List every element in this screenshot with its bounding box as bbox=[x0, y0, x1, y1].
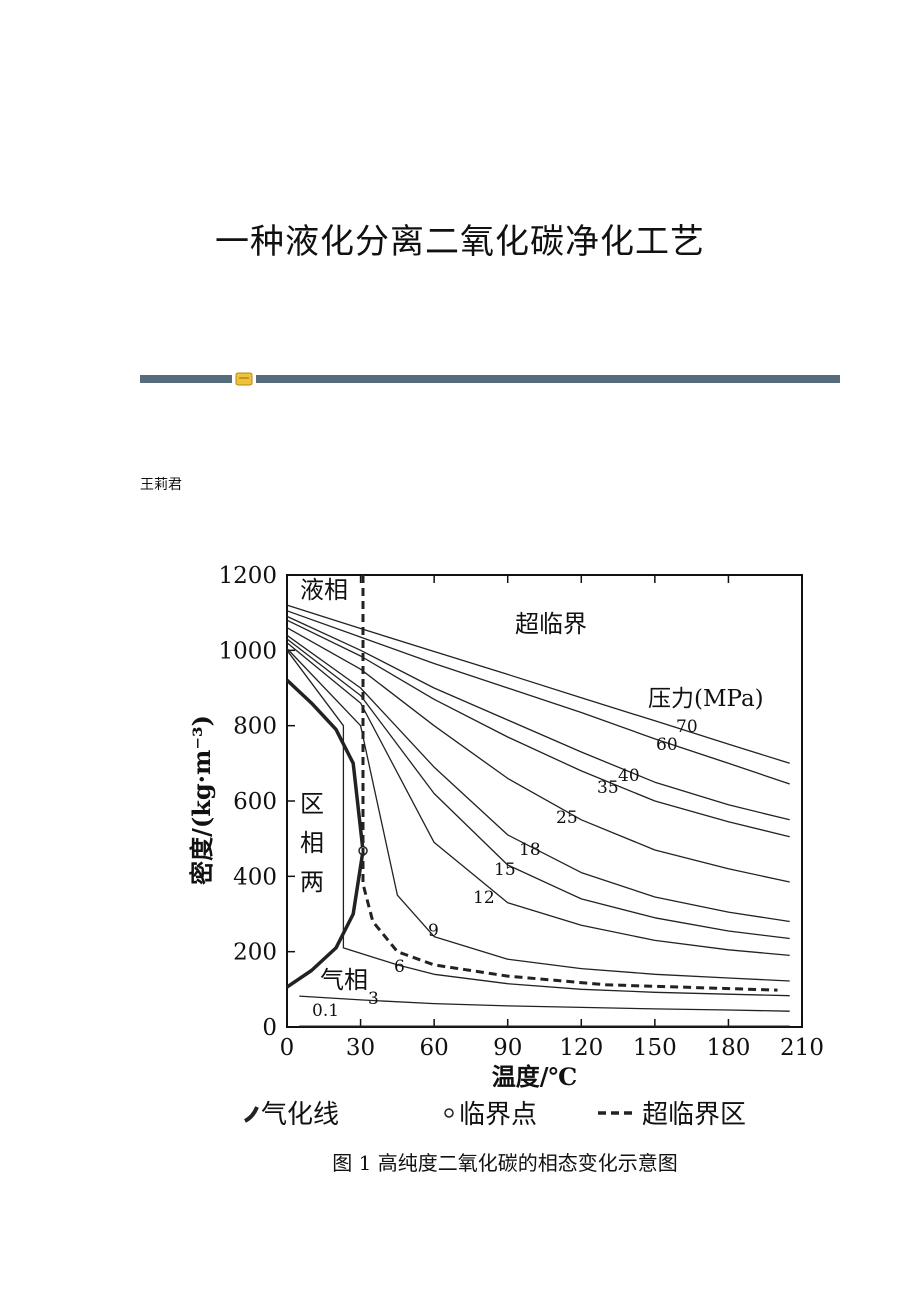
title: 一种液化分离二氧化碳净化工艺 bbox=[215, 222, 705, 262]
y-axis-label: 密度/(kg·m⁻³) bbox=[187, 715, 216, 885]
y-tick-label: 200 bbox=[233, 940, 277, 966]
supercritical-line bbox=[361, 575, 778, 992]
legend-label: 临界点 bbox=[459, 1100, 537, 1130]
isobar bbox=[286, 634, 790, 923]
x-tick-label: 150 bbox=[633, 1035, 677, 1061]
legend-swatch bbox=[244, 1106, 259, 1123]
y-tick-label: 1200 bbox=[218, 563, 277, 589]
isobar-label: 12 bbox=[473, 888, 495, 908]
y-tick-label: 800 bbox=[233, 714, 277, 740]
annotation: 压力(MPa) bbox=[648, 686, 764, 712]
plot-frame bbox=[286, 574, 803, 1028]
divider-right bbox=[256, 375, 840, 383]
isobar-label: 60 bbox=[656, 735, 678, 755]
isobar bbox=[286, 619, 790, 838]
y-tick-label: 400 bbox=[233, 864, 277, 890]
isobar-label: 25 bbox=[556, 808, 578, 828]
isobar-label: 40 bbox=[618, 766, 640, 786]
annotation: 区 bbox=[300, 790, 324, 818]
y-tick-label: 0 bbox=[262, 1015, 277, 1041]
isobar-label: 3 bbox=[368, 989, 379, 1009]
x-tick-label: 120 bbox=[559, 1035, 603, 1061]
caption: 图 1 高纯度二氧化碳的相态变化示意图 bbox=[332, 1151, 677, 1175]
x-tick-label: 180 bbox=[706, 1035, 750, 1061]
vaporization-line bbox=[285, 678, 365, 989]
annotation: 液相 bbox=[300, 576, 348, 604]
isobar-label: 9 bbox=[428, 921, 439, 941]
isobar bbox=[286, 610, 790, 785]
isobar-label: 0.1 bbox=[312, 1001, 339, 1021]
x-tick-label: 30 bbox=[346, 1035, 375, 1061]
isobar bbox=[286, 615, 790, 821]
isobar-label: 18 bbox=[519, 840, 541, 860]
isobar bbox=[286, 638, 790, 940]
divider-icon bbox=[235, 372, 253, 386]
isobar bbox=[286, 627, 790, 883]
x-tick-label: 60 bbox=[420, 1035, 449, 1061]
legend-swatch bbox=[444, 1108, 454, 1118]
isobar bbox=[286, 648, 790, 982]
x-axis-label: 温度/℃ bbox=[492, 1062, 578, 1091]
isobar bbox=[286, 604, 790, 764]
isobar-label: 70 bbox=[676, 717, 698, 737]
divider-left bbox=[140, 375, 232, 383]
critical-point bbox=[358, 845, 368, 856]
isobar-label: 35 bbox=[597, 778, 619, 798]
x-tick-label: 210 bbox=[780, 1035, 824, 1061]
y-tick-label: 600 bbox=[233, 789, 277, 815]
isobar-label: 6 bbox=[394, 957, 405, 977]
author: 王莉君 bbox=[140, 477, 182, 493]
annotation: 超临界 bbox=[515, 610, 587, 638]
divider bbox=[140, 372, 840, 386]
isobar bbox=[299, 995, 790, 1012]
legend-label: 气化线 bbox=[261, 1100, 339, 1130]
isobar-label: 15 bbox=[494, 860, 516, 880]
annotation: 气相 bbox=[320, 966, 368, 994]
isobar bbox=[286, 642, 790, 957]
annotation: 两 bbox=[300, 868, 324, 896]
annotation: 相 bbox=[300, 829, 324, 857]
isobar bbox=[286, 649, 790, 997]
x-tick-label: 0 bbox=[280, 1035, 295, 1061]
y-tick-label: 1000 bbox=[218, 638, 277, 664]
legend-label: 超临界区 bbox=[642, 1100, 746, 1130]
x-tick-label: 90 bbox=[493, 1035, 522, 1061]
